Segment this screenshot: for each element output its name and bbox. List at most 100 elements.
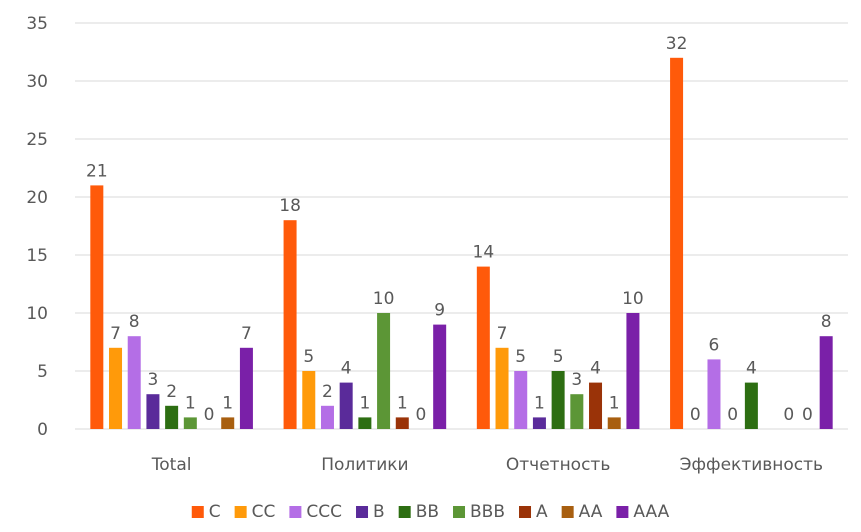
data-label: 7 bbox=[110, 324, 121, 344]
data-label: 0 bbox=[690, 405, 701, 425]
legend-swatch-BBB bbox=[453, 506, 466, 518]
category-label: Политики bbox=[321, 455, 408, 475]
bar-CCC-2 bbox=[514, 371, 528, 429]
bar-BBB-1 bbox=[377, 313, 391, 429]
data-label: 7 bbox=[497, 324, 508, 344]
bar-C-3 bbox=[670, 57, 684, 430]
bar-B-1 bbox=[339, 382, 353, 429]
bar-C-0 bbox=[90, 185, 104, 429]
y-tick-label: 20 bbox=[26, 188, 48, 208]
legend-label: B bbox=[373, 502, 385, 522]
legend-swatch-AA bbox=[561, 506, 574, 518]
data-label: 4 bbox=[590, 359, 601, 379]
legend-label: BBB bbox=[470, 502, 505, 522]
bars bbox=[90, 57, 833, 430]
data-label: 32 bbox=[666, 34, 688, 54]
legend-swatch-C bbox=[191, 506, 204, 518]
bar-BB-1 bbox=[358, 417, 372, 429]
y-tick-label: 5 bbox=[37, 362, 48, 382]
data-label: 9 bbox=[434, 301, 445, 321]
bar-AAA-3 bbox=[819, 336, 833, 429]
bar-BB-0 bbox=[165, 405, 179, 429]
bar-BBB-2 bbox=[570, 394, 584, 429]
bar-C-1 bbox=[283, 220, 297, 429]
bar-BBB-0 bbox=[183, 417, 197, 429]
data-label: 10 bbox=[373, 289, 395, 309]
data-label: 0 bbox=[416, 405, 427, 425]
data-label: 0 bbox=[727, 405, 738, 425]
data-label: 1 bbox=[359, 393, 370, 413]
data-label: 2 bbox=[166, 382, 177, 402]
data-label: 1 bbox=[185, 393, 196, 413]
data-label: 1 bbox=[222, 393, 233, 413]
data-label: 3 bbox=[148, 370, 159, 390]
y-tick-label: 0 bbox=[37, 420, 48, 440]
legend-swatch-A bbox=[519, 506, 532, 518]
bar-B-0 bbox=[146, 394, 160, 429]
legend-swatch-B bbox=[356, 506, 369, 518]
bar-CC-1 bbox=[302, 371, 316, 429]
data-label: 5 bbox=[303, 347, 314, 367]
bar-B-2 bbox=[532, 417, 546, 429]
legend-swatch-CC bbox=[234, 506, 247, 518]
bar-AA-0 bbox=[221, 417, 235, 429]
bar-CCC-3 bbox=[707, 359, 721, 429]
y-tick-label: 10 bbox=[26, 304, 48, 324]
data-label: 4 bbox=[341, 359, 352, 379]
legend: C CC CCC B BB BBB A AA AAA bbox=[191, 502, 670, 522]
data-label: 1 bbox=[609, 393, 620, 413]
bar-AAA-0 bbox=[239, 347, 253, 429]
legend-label: AA bbox=[579, 502, 603, 522]
legend-label: BB bbox=[416, 502, 439, 522]
bar-CC-0 bbox=[109, 347, 123, 429]
data-label: 5 bbox=[515, 347, 526, 367]
y-tick-label: 25 bbox=[26, 130, 48, 150]
category-label: Отчетность bbox=[506, 455, 610, 475]
legend-label: CCC bbox=[306, 502, 342, 522]
data-label: 3 bbox=[571, 370, 582, 390]
y-axis-tick-labels: 0 5 10 15 20 25 30 35 bbox=[26, 14, 48, 440]
bar-AAA-2 bbox=[626, 313, 640, 429]
gridlines bbox=[75, 22, 848, 430]
y-tick-label: 30 bbox=[26, 72, 48, 92]
category-label: Total bbox=[151, 455, 192, 475]
x-axis-category-labels: Total Политики Отчетность Эффективность bbox=[151, 455, 823, 475]
data-label: 18 bbox=[279, 196, 301, 216]
legend-label: A bbox=[536, 502, 548, 522]
bar-BB-3 bbox=[744, 382, 758, 429]
bar-AAA-1 bbox=[433, 324, 447, 429]
data-label: 0 bbox=[783, 405, 794, 425]
data-label: 4 bbox=[746, 359, 757, 379]
data-label: 8 bbox=[129, 312, 140, 332]
bar-BB-2 bbox=[551, 371, 565, 429]
bar-A-2 bbox=[589, 382, 603, 429]
data-label: 1 bbox=[397, 393, 408, 413]
bar-CCC-1 bbox=[320, 405, 334, 429]
data-label: 1 bbox=[534, 393, 545, 413]
bar-AA-2 bbox=[607, 417, 621, 429]
bar-CC-2 bbox=[495, 347, 509, 429]
data-label: 8 bbox=[821, 312, 832, 332]
data-label: 14 bbox=[473, 243, 495, 263]
data-label: 0 bbox=[802, 405, 813, 425]
data-label: 7 bbox=[241, 324, 252, 344]
bar-A-1 bbox=[395, 417, 409, 429]
legend-label: C bbox=[209, 502, 221, 522]
data-label: 0 bbox=[204, 405, 215, 425]
data-label: 10 bbox=[622, 289, 644, 309]
legend-swatch-BB bbox=[398, 506, 411, 518]
legend-label: AAA bbox=[633, 502, 669, 522]
data-label: 5 bbox=[553, 347, 564, 367]
y-tick-label: 35 bbox=[26, 14, 48, 34]
legend-swatch-AAA bbox=[616, 506, 629, 518]
data-label: 21 bbox=[86, 161, 108, 181]
data-label: 6 bbox=[709, 335, 720, 355]
bar-C-2 bbox=[476, 266, 490, 429]
legend-label: CC bbox=[252, 502, 276, 522]
bar-CCC-0 bbox=[127, 336, 141, 429]
y-tick-label: 15 bbox=[26, 246, 48, 266]
legend-swatch-CCC bbox=[289, 506, 302, 518]
